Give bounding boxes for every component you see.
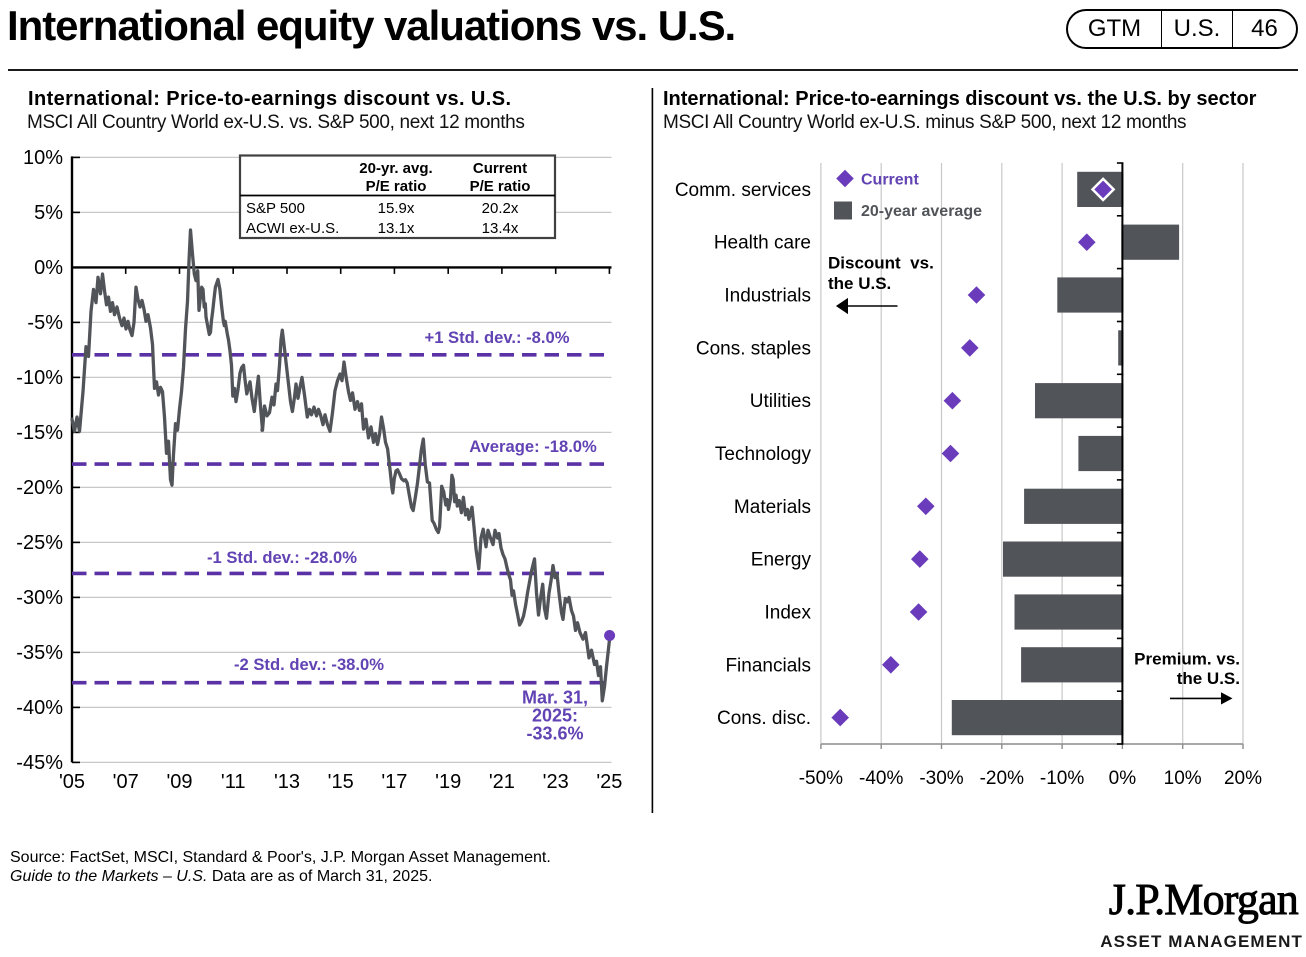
svg-text:Cons. disc.: Cons. disc.	[717, 708, 811, 729]
svg-text:Mar. 31,: Mar. 31,	[522, 688, 588, 708]
svg-text:20-yr. avg.: 20-yr. avg.	[359, 160, 432, 177]
svg-text:Technology: Technology	[715, 444, 812, 465]
svg-text:Health care: Health care	[714, 233, 811, 254]
svg-text:-25%: -25%	[16, 532, 63, 554]
svg-text:-1 Std. dev.: -28.0%: -1 Std. dev.: -28.0%	[207, 548, 357, 567]
svg-text:'23: '23	[543, 771, 569, 793]
svg-text:the U.S.: the U.S.	[1177, 669, 1240, 688]
svg-text:-50%: -50%	[799, 768, 843, 789]
svg-text:-40%: -40%	[16, 697, 63, 719]
svg-text:-2 Std. dev.: -38.0%: -2 Std. dev.: -38.0%	[234, 655, 384, 674]
svg-text:20.2x: 20.2x	[482, 200, 519, 217]
svg-text:-33.6%: -33.6%	[526, 724, 583, 744]
svg-text:13.1x: 13.1x	[378, 220, 415, 237]
svg-text:'09: '09	[166, 771, 192, 793]
svg-text:Cons. staples: Cons. staples	[696, 338, 811, 359]
svg-text:S&P 500: S&P 500	[246, 200, 305, 217]
svg-text:-35%: -35%	[16, 642, 63, 664]
svg-text:10%: 10%	[1164, 768, 1202, 789]
svg-text:Discount vs.: Discount vs.	[828, 254, 934, 273]
svg-text:P/E ratio: P/E ratio	[366, 178, 427, 195]
svg-text:-20%: -20%	[16, 477, 63, 499]
svg-text:P/E ratio: P/E ratio	[470, 178, 531, 195]
svg-text:'05: '05	[59, 771, 85, 793]
svg-text:ACWI ex-U.S.: ACWI ex-U.S.	[246, 220, 339, 237]
svg-text:Comm. services: Comm. services	[675, 180, 811, 201]
svg-text:Materials: Materials	[734, 497, 811, 518]
svg-text:'19: '19	[435, 771, 461, 793]
svg-text:'21: '21	[489, 771, 515, 793]
svg-text:0%: 0%	[1109, 768, 1137, 789]
svg-text:'15: '15	[328, 771, 354, 793]
svg-text:'11: '11	[221, 771, 246, 793]
svg-text:Energy: Energy	[751, 550, 812, 571]
svg-text:Financials: Financials	[725, 655, 811, 676]
svg-text:15.9x: 15.9x	[378, 200, 415, 217]
svg-text:Premium. vs.: Premium. vs.	[1134, 650, 1240, 669]
svg-text:+1 Std. dev.: -8.0%: +1 Std. dev.: -8.0%	[425, 328, 570, 347]
svg-text:the U.S.: the U.S.	[828, 274, 891, 293]
svg-text:2025:: 2025:	[532, 706, 578, 726]
svg-text:-30%: -30%	[919, 768, 963, 789]
svg-text:Utilities: Utilities	[750, 391, 811, 412]
svg-text:13.4x: 13.4x	[482, 220, 519, 237]
svg-text:-15%: -15%	[16, 422, 63, 444]
svg-text:-40%: -40%	[859, 768, 903, 789]
svg-text:10%: 10%	[23, 147, 63, 169]
svg-text:-45%: -45%	[16, 752, 63, 774]
svg-text:-10%: -10%	[1040, 768, 1084, 789]
svg-text:Industrials: Industrials	[724, 286, 811, 307]
svg-text:0%: 0%	[34, 257, 63, 279]
svg-text:Average: -18.0%: Average: -18.0%	[469, 437, 597, 456]
svg-text:5%: 5%	[34, 202, 63, 224]
svg-text:-20%: -20%	[980, 768, 1024, 789]
svg-text:20-year average: 20-year average	[861, 203, 982, 220]
svg-text:-30%: -30%	[16, 587, 63, 609]
svg-text:-10%: -10%	[16, 367, 63, 389]
svg-text:'17: '17	[381, 771, 407, 793]
svg-text:Index: Index	[765, 603, 812, 624]
svg-text:Current: Current	[473, 160, 527, 177]
svg-text:'13: '13	[274, 771, 300, 793]
svg-text:Current: Current	[861, 172, 919, 189]
svg-text:-5%: -5%	[27, 312, 63, 334]
svg-text:20%: 20%	[1224, 768, 1262, 789]
svg-text:'25: '25	[596, 771, 622, 793]
svg-text:'07: '07	[113, 771, 139, 793]
